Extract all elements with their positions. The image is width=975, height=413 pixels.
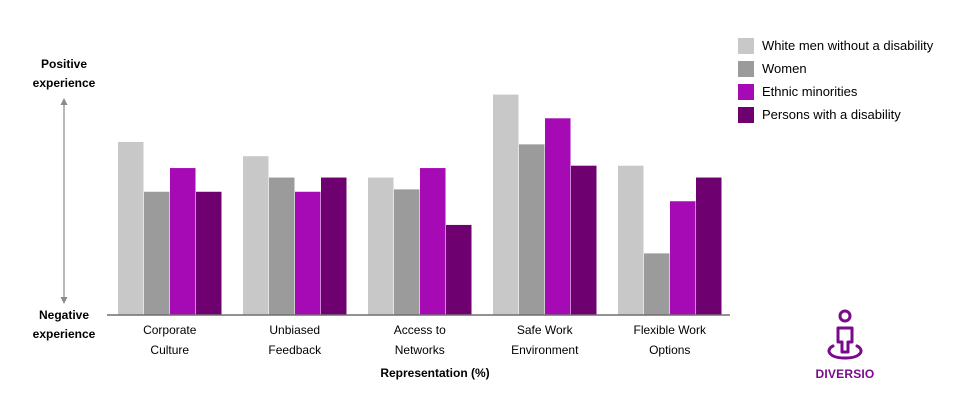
bar-4-2 [670,201,696,315]
x-tick-label: Safe Work [517,323,574,337]
legend-swatch [738,37,754,54]
bar-1-2 [295,191,321,315]
bar-3-2 [545,118,571,315]
y-label-negative-line2: experience [33,327,96,341]
bar-4-1 [644,253,670,315]
legend-swatch [738,60,754,77]
experience-arrow [60,98,68,304]
bar-0-3 [196,191,222,315]
legend-swatch [738,83,754,100]
legend-item: Women [738,57,933,80]
bar-2-2 [420,168,446,315]
x-tick-label: Flexible Work [634,323,707,337]
legend-item: White men without a disability [738,34,933,57]
x-tick-label: Unbiased [269,323,320,337]
legend-swatch [738,106,754,123]
bar-3-3 [571,165,597,315]
x-tick-label: Environment [511,343,579,357]
bar-3-0 [493,94,519,315]
bar-0-0 [118,141,144,315]
legend-item: Ethnic minorities [738,80,933,103]
legend: White men without a disability Women Ethni… [738,34,933,126]
bar-0-1 [144,191,170,315]
bar-4-0 [618,165,644,315]
bar-1-3 [321,177,347,315]
legend-item: Persons with a disability [738,103,933,126]
legend-label: White men without a disability [762,38,934,53]
bar-2-3 [446,224,472,315]
bars-group [118,94,722,315]
x-tick-label: Options [649,343,690,357]
x-tick-label: Culture [150,343,189,357]
bar-1-1 [269,177,295,315]
bar-1-0 [243,156,269,315]
y-label-positive-line2: experience [33,76,96,90]
x-tick-label: Feedback [268,343,322,357]
bar-3-1 [519,144,545,315]
logo-text: DIVERSIO [815,367,875,381]
legend-label: Women [762,61,807,76]
bar-0-2 [170,168,196,315]
x-tick-label: Corporate [143,323,197,337]
y-label-positive-line1: Positive [41,57,87,71]
bar-2-0 [368,177,394,315]
bar-4-3 [696,177,722,315]
x-axis-title: Representation (%) [380,366,489,380]
person-on-platform-icon [827,309,863,360]
x-tick-labels: Corporate Culture Unbiased Feedback Access t… [143,323,707,357]
legend-label: Persons with a disability [762,107,901,122]
diversio-logo: DIVERSIO [800,308,890,381]
legend-label: Ethnic minorities [762,84,858,99]
bar-2-1 [394,189,420,315]
x-tick-label: Access to [394,323,446,337]
x-tick-label: Networks [395,343,445,357]
y-label-negative-line1: Negative [39,308,89,322]
